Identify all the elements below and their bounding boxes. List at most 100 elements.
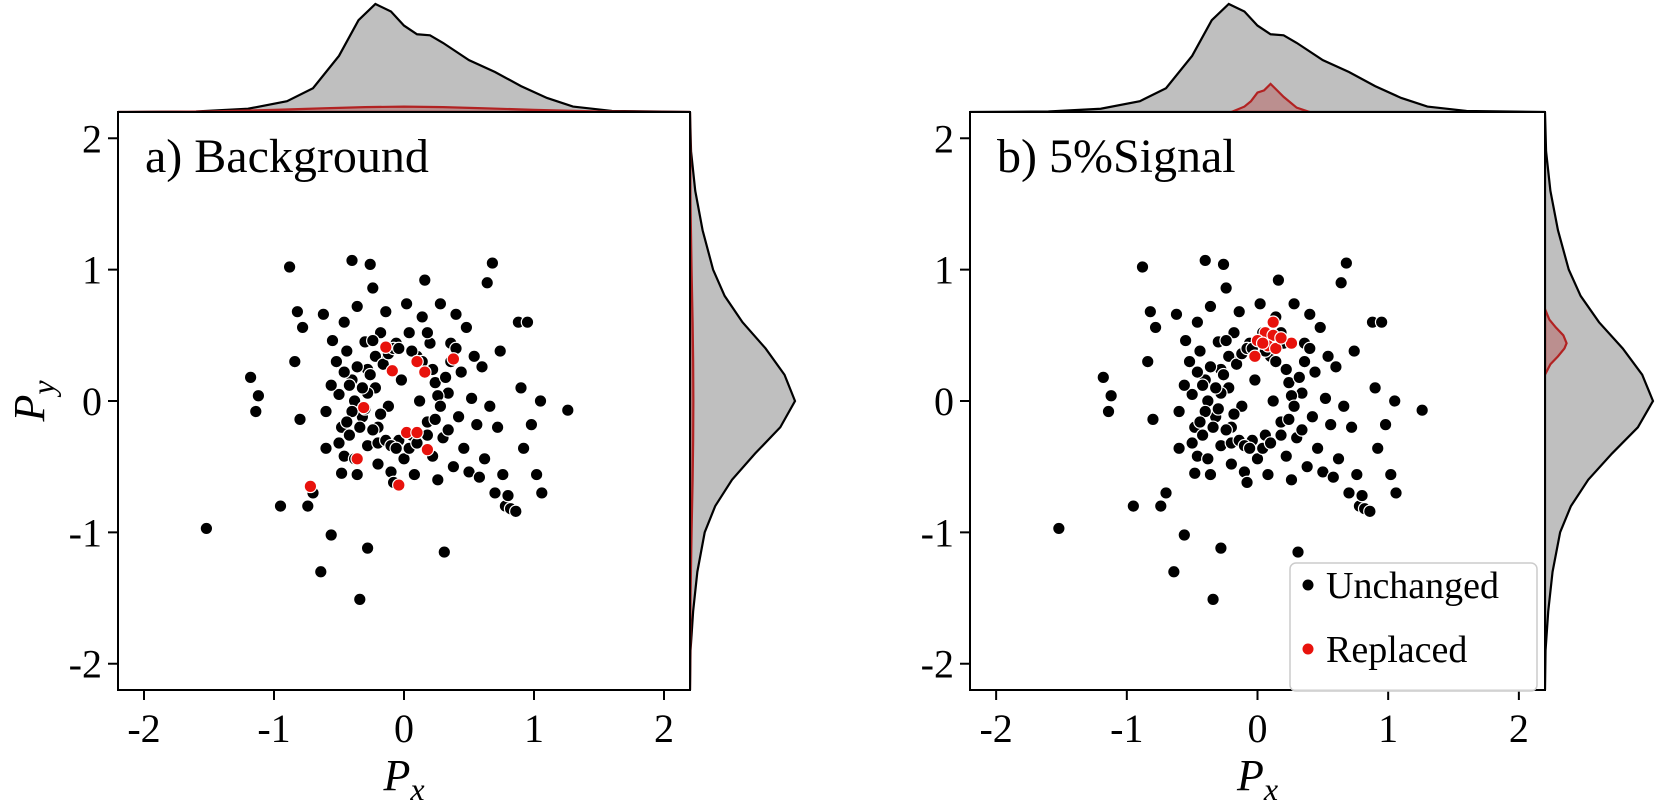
point-unchanged: [1148, 320, 1163, 335]
legend-marker: [1302, 579, 1314, 591]
marginal-y-all: [688, 111, 797, 691]
point-unchanged: [1331, 451, 1346, 466]
point-unchanged: [1167, 564, 1181, 579]
point-replaced: [417, 365, 432, 379]
point-unchanged: [1178, 333, 1193, 348]
point-unchanged: [1355, 488, 1369, 503]
point-unchanged: [1383, 467, 1398, 482]
point-unchanged: [273, 499, 288, 513]
y-tick-label: -1: [921, 510, 954, 555]
y-tick-label: 2: [934, 116, 954, 161]
point-unchanged: [399, 296, 414, 311]
point-unchanged: [1253, 296, 1267, 311]
point-unchanged: [1198, 253, 1213, 268]
point-unchanged: [1193, 344, 1207, 358]
point-unchanged: [1415, 403, 1429, 417]
y-tick-label: 0: [934, 379, 954, 424]
point-unchanged: [1279, 362, 1294, 377]
point-unchanged: [1334, 275, 1348, 290]
x-tick-label: -1: [257, 706, 290, 751]
point-unchanged: [352, 420, 367, 435]
point-unchanged: [1182, 354, 1197, 369]
point-unchanged: [1310, 441, 1325, 456]
legend-marker: [1302, 643, 1314, 655]
point-unchanged: [1297, 354, 1312, 369]
point-unchanged: [1143, 304, 1158, 319]
point-unchanged: [417, 273, 432, 287]
point-unchanged: [428, 412, 442, 427]
point-unchanged: [441, 423, 455, 437]
x-tick-label: -2: [127, 706, 160, 751]
point-unchanged: [313, 564, 328, 579]
point-unchanged: [1263, 436, 1278, 450]
x-tick-label: 1: [1378, 706, 1398, 751]
point-unchanged: [454, 365, 468, 379]
point-unchanged: [1387, 394, 1402, 408]
point-unchanged: [1219, 423, 1233, 437]
point-unchanged: [345, 253, 359, 268]
x-tick-label: -2: [979, 706, 1012, 751]
point-unchanged: [391, 341, 406, 356]
point-unchanged: [1153, 499, 1168, 513]
x-axis-label: Px: [1236, 751, 1278, 806]
point-unchanged: [293, 412, 307, 427]
point-unchanged: [412, 394, 427, 408]
point-unchanged: [1096, 370, 1111, 385]
point-unchanged: [1347, 344, 1362, 358]
point-unchanged: [469, 417, 484, 432]
point-unchanged: [488, 486, 502, 500]
point-unchanged: [459, 320, 474, 335]
point-unchanged: [373, 407, 388, 421]
point-unchanged: [1203, 299, 1218, 314]
point-unchanged: [371, 457, 385, 471]
point-unchanged: [1101, 404, 1116, 419]
point-unchanged: [363, 257, 377, 272]
point-unchanged: [1193, 415, 1207, 429]
point-unchanged: [324, 528, 338, 542]
point-unchanged: [438, 370, 453, 385]
x-tick-label: 2: [654, 706, 674, 751]
point-unchanged: [1216, 367, 1231, 382]
y-tick-label: 2: [82, 116, 102, 161]
point-unchanged: [1206, 420, 1220, 435]
point-unchanged: [199, 521, 214, 536]
point-unchanged: [433, 399, 448, 414]
point-unchanged: [1370, 441, 1385, 456]
point-unchanged: [1287, 296, 1301, 311]
point-unchanged: [1211, 402, 1226, 416]
point-unchanged: [1232, 304, 1247, 319]
point-unchanged: [334, 466, 349, 481]
panel-a: -2 -1 0 1 2 -2 -1 0 1 2 Px Py a) Background: [5, 2, 797, 806]
point-unchanged: [350, 360, 364, 374]
point-unchanged: [1284, 473, 1299, 487]
point-replaced: [303, 479, 318, 494]
point-unchanged: [475, 360, 489, 374]
point-unchanged: [365, 281, 380, 295]
point-replaced: [410, 354, 424, 369]
point-unchanged: [1169, 307, 1184, 322]
point-unchanged: [1302, 307, 1317, 322]
x-tick-label: -1: [1110, 706, 1143, 751]
point-unchanged: [1326, 470, 1341, 484]
point-unchanged: [451, 409, 466, 424]
panel-title: a) Background: [145, 130, 429, 183]
x-tick-label: 0: [1248, 706, 1268, 751]
point-unchanged: [1203, 360, 1218, 374]
point-unchanged: [1208, 381, 1223, 395]
point-unchanged: [472, 470, 487, 484]
point-unchanged: [480, 275, 494, 290]
point-unchanged: [501, 488, 515, 503]
point-unchanged: [1291, 545, 1305, 559]
point-unchanged: [1323, 417, 1338, 432]
point-unchanged: [1135, 260, 1150, 274]
point-unchanged: [1214, 541, 1228, 555]
point-unchanged: [1219, 281, 1233, 295]
point-unchanged: [1336, 399, 1351, 414]
point-unchanged: [339, 344, 354, 358]
point-unchanged: [1287, 399, 1301, 414]
point-unchanged: [420, 325, 435, 340]
point-unchanged: [337, 315, 351, 329]
point-unchanged: [325, 333, 340, 348]
point-unchanged: [464, 391, 479, 406]
